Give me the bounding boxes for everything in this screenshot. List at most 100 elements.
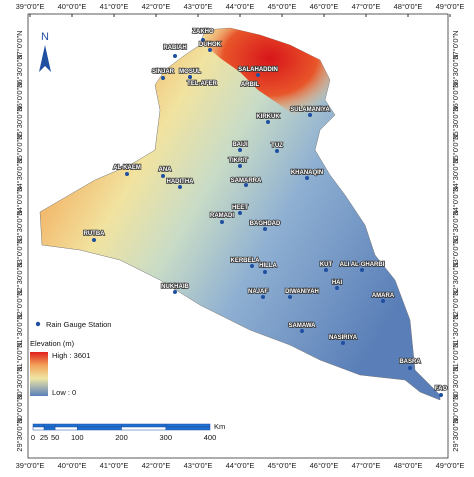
station-label: HILLA [259,263,277,269]
scale-segment [165,426,211,431]
station-marker [256,73,260,77]
scale-segment [121,426,166,431]
scale-segment [54,423,78,428]
station-label: NUKHAIB [161,284,189,290]
longitude-label: 39°0'0"E [16,461,45,470]
north-label: N [41,31,49,43]
longitude-label: 42°0'0"E [142,461,171,470]
north-arrow: N [39,31,51,72]
latitude-label: 36°30'0"N [451,54,460,87]
latitude-label: 36°0'0"N [451,82,460,111]
station-label: KHANAQIN [291,170,323,176]
station-marker [238,211,242,215]
station-label: KERBELA [230,258,260,264]
station-label: BAIJI [232,142,248,148]
station-marker [244,183,248,187]
station-label: FAO [435,386,448,392]
station-label: TIKRIT [228,158,248,164]
longitude-label: 41°0'0"E [100,2,129,11]
latitude-label: 33°30'0"N [451,210,460,243]
latitude-label: 30°0'0"N [451,394,460,423]
station-marker [125,172,129,176]
scale-segment [54,426,78,431]
station-marker [263,270,267,274]
latitude-label: 34°0'0"N [451,186,460,215]
longitude-label: 40°0'0"E [58,461,87,470]
latitude-label: 35°30'0"N [451,106,460,139]
scale-label: 25 [40,433,48,442]
scale-unit: Km [214,422,225,431]
station-label: BASRA [399,359,421,365]
scale-segment [165,423,211,428]
longitude-label: 42°0'0"E [142,2,171,11]
scale-segment [43,423,56,428]
scale-segment [77,423,122,428]
latitude-label: 34°30'0"N [451,158,460,191]
scale-label: 400 [204,433,217,442]
station-label: DIWANIYAH [285,289,319,295]
station-marker [173,54,177,58]
station-label: AMARA [372,293,395,299]
station-marker [360,268,364,272]
latitude-label: 37°0'0"N [451,30,460,59]
latitude-label: 31°30'0"N [15,314,24,347]
latitude-label: 35°0'0"N [15,134,24,163]
station-label: HAI [332,280,343,286]
station-marker [275,149,279,153]
station-marker [220,220,224,224]
station-label: DUHOK [199,42,222,48]
latitude-label: 29°30'0"N [451,418,460,451]
station-marker [161,174,165,178]
longitude-label: 39°0'0"E [16,2,45,11]
longitude-label: 44°0'0"E [226,2,255,11]
longitude-label: 48°0'0"E [394,2,423,11]
station-marker [381,299,385,303]
scale-label: 50 [51,433,59,442]
longitude-label: 45°0'0"E [268,461,297,470]
legend-title: Elevation (m) [30,339,75,348]
legend-label: Rain Gauge Station [46,320,111,329]
station-marker [324,268,328,272]
legend-colorbar [30,352,48,396]
station-marker [341,341,345,345]
longitude-label: 41°0'0"E [100,461,129,470]
station-label: RUTBA [84,231,106,237]
station-label: SINJAR [152,69,175,75]
latitude-label: 35°0'0"N [451,134,460,163]
station-label: BAGHDAD [250,221,281,227]
station-label: SULAMANIYA [290,107,330,113]
station-label: AL-KAEM [113,165,141,171]
station-label: MOSUL [179,69,201,75]
scale-segment [32,423,45,428]
station-marker [188,75,192,79]
station-marker [288,295,292,299]
latitude-label: 32°30'0"N [15,262,24,295]
station-label: TUZ [271,143,283,149]
legend-high: High : 3601 [52,351,90,360]
station-label: ARBIL [241,82,260,88]
station-marker [266,120,270,124]
longitude-label: 49°0'0"E [436,2,465,11]
station-marker [408,366,412,370]
mountain-area [205,28,335,130]
station-label: RAMADI [210,213,234,219]
scale-label: 200 [115,433,128,442]
latitude-label: 33°0'0"N [15,238,24,267]
latitude-label: 32°0'0"N [451,290,460,319]
station-marker [178,185,182,189]
longitude-label: 46°0'0"E [310,461,339,470]
station-marker [335,286,339,290]
scale-segment [32,426,45,431]
longitude-label: 40°0'0"E [58,2,87,11]
station-label: HEET [232,205,248,211]
scale-label: 0 [31,433,35,442]
scale-label: 100 [71,433,84,442]
latitude-label: 34°0'0"N [15,186,24,215]
latitude-label: 32°30'0"N [451,262,460,295]
station-label: TEL-AFER [187,81,217,87]
latitude-label: 36°30'0"N [15,54,24,87]
station-label: SAMAWA [289,323,317,329]
scale-segment [77,426,122,431]
